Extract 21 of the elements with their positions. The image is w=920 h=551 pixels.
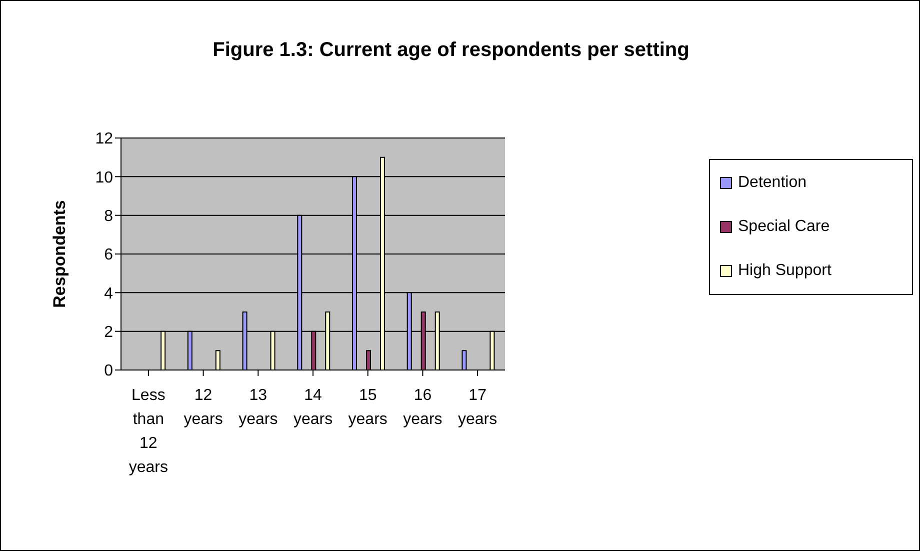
- chart-title: Figure 1.3: Current age of respondents per setting: [212, 39, 690, 62]
- y-tick-label: 6: [104, 246, 114, 264]
- x-tick-label: Less than 12 years: [128, 387, 168, 476]
- y-tick-label: 12: [95, 130, 114, 148]
- y-axis-title: Respondents: [50, 200, 70, 308]
- x-tick-label: 16 years: [403, 387, 442, 428]
- y-tick-label: 2: [104, 324, 114, 342]
- bar: [215, 350, 220, 370]
- x-tick-label: 12 years: [184, 387, 223, 428]
- y-tick-label: 0: [104, 362, 114, 380]
- y-tick-label: 10: [95, 169, 114, 186]
- legend-label: Detention: [738, 174, 806, 192]
- x-tick-label: 14 years: [293, 387, 333, 428]
- x-tick-label: 13 years: [238, 387, 278, 428]
- y-tick-label: 8: [104, 208, 114, 226]
- x-tick-label: 15 years: [348, 387, 388, 428]
- legend-label: Special Care: [738, 218, 830, 236]
- y-tick-label: 4: [104, 285, 114, 302]
- legend-label: High Support: [738, 262, 832, 280]
- x-tick-label: 17 years: [458, 387, 498, 428]
- bar: [462, 350, 467, 370]
